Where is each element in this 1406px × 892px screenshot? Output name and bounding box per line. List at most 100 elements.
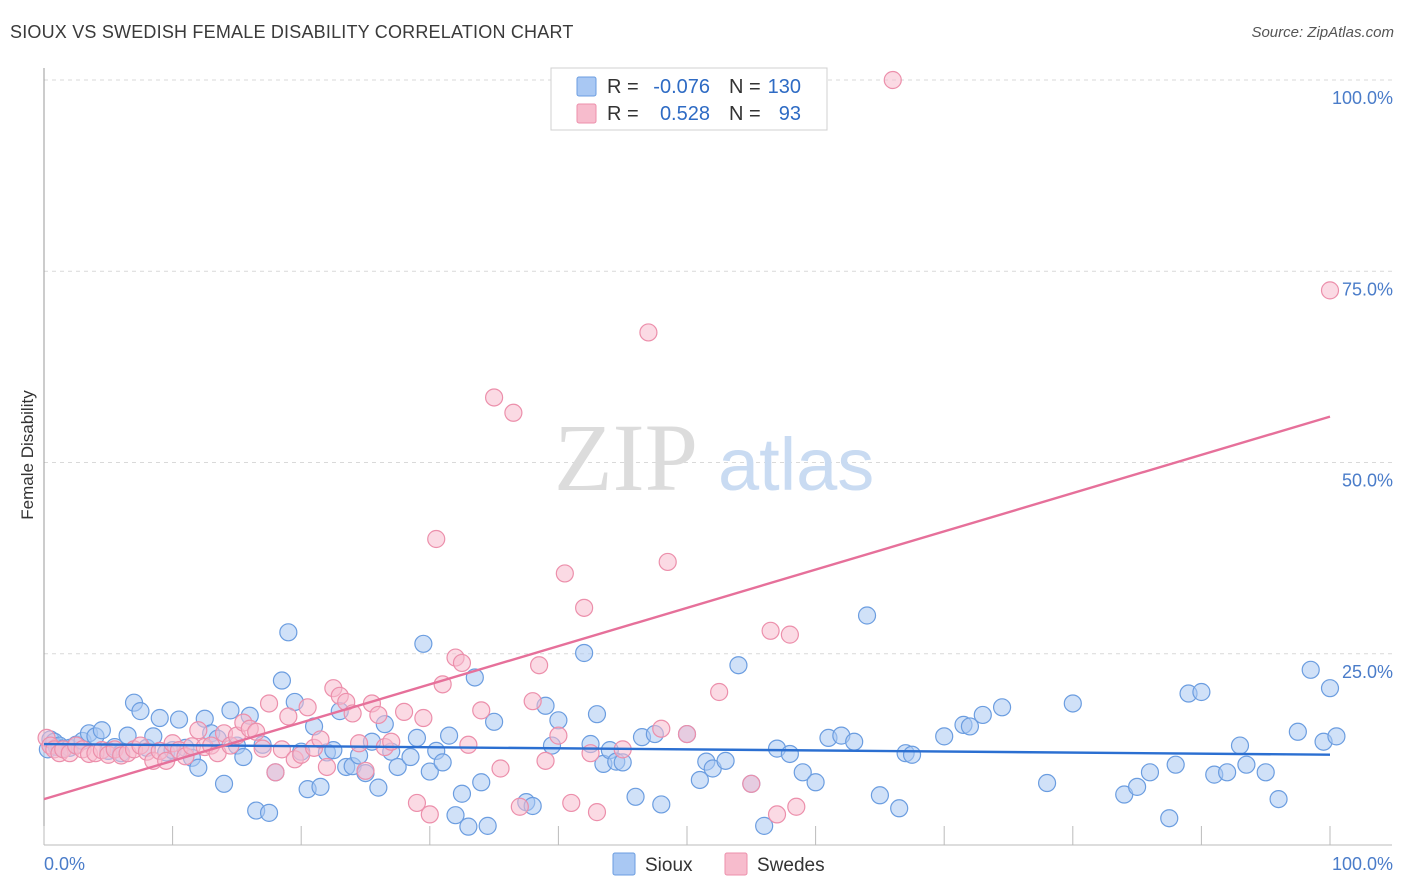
sioux-point: [626, 787, 645, 806]
swedes-point: [536, 751, 555, 770]
chart-title: SIOUX VS SWEDISH FEMALE DISABILITY CORRE…: [10, 22, 574, 42]
swedes-point: [485, 388, 504, 407]
swedes-point: [317, 757, 337, 777]
y-tick-label: 50.0%: [1342, 471, 1393, 491]
sioux-point: [478, 816, 497, 835]
bottom-legend: Sioux Swedes: [612, 852, 825, 876]
sioux-point: [420, 762, 439, 781]
sioux-point: [150, 708, 169, 728]
swedes-point: [349, 734, 369, 753]
sioux-point: [439, 726, 459, 745]
sioux-point: [870, 786, 890, 805]
legend-r-label-swedes: R =: [607, 103, 639, 125]
sioux-point: [587, 705, 607, 724]
swedes-point: [581, 744, 600, 763]
sioux-point: [414, 634, 433, 653]
y-tick-labels: 25.0% 50.0% 75.0% 100.0%: [1332, 88, 1393, 682]
sioux-point: [845, 732, 864, 751]
sioux-point: [992, 698, 1012, 717]
legend-r-value-swedes: 0.528: [660, 103, 710, 125]
swedes-point: [530, 656, 549, 675]
sioux-point: [433, 753, 452, 772]
swedes-point: [575, 598, 594, 617]
legend-swatch-sioux: [576, 76, 597, 97]
swedes-point: [311, 730, 330, 749]
sioux-point: [259, 803, 279, 822]
sioux-point: [1269, 789, 1288, 809]
swedes-point: [259, 694, 279, 713]
legend-n-value-swedes: 93: [779, 103, 801, 125]
bottom-legend-label-sioux: Sioux: [645, 855, 693, 876]
swedes-point: [298, 698, 317, 717]
swedes-point: [369, 705, 388, 725]
sioux-point: [1320, 679, 1340, 698]
sioux-point: [652, 795, 671, 814]
sioux-point: [169, 710, 189, 729]
sioux-point: [272, 671, 292, 690]
sioux-point: [221, 701, 240, 720]
sioux-point: [279, 623, 298, 642]
swedes-point: [407, 793, 427, 813]
x-tick-label-min: 0.0%: [44, 854, 85, 874]
swedes-point: [652, 719, 671, 738]
swedes-point: [555, 564, 574, 583]
sioux-point: [780, 744, 799, 764]
sioux-point: [793, 763, 812, 782]
sioux-point: [902, 745, 922, 764]
sioux-point: [369, 778, 388, 797]
bottom-legend-swatch-swedes: [724, 852, 748, 876]
swedes-point: [658, 552, 677, 572]
swedes-point: [504, 403, 523, 422]
sioux-point: [549, 711, 568, 730]
sioux-point: [485, 712, 504, 731]
sioux-point: [472, 773, 491, 792]
swedes-point: [787, 797, 806, 816]
swedes-point: [761, 621, 780, 640]
swedes-point: [549, 726, 568, 745]
swedes-point: [523, 692, 542, 711]
sioux-point: [1127, 777, 1147, 796]
sioux-point: [388, 757, 407, 777]
legend-r-label-sioux: R =: [607, 76, 639, 98]
sioux-point: [1288, 722, 1307, 741]
sioux-point: [575, 643, 594, 663]
sioux-point: [1192, 682, 1211, 702]
watermark-zip: ZIP: [554, 404, 698, 511]
swedes-point: [279, 707, 298, 726]
swedes-point: [452, 653, 472, 673]
sioux-point: [459, 817, 478, 836]
sioux-point: [973, 705, 992, 725]
x-tick-marks: [43, 826, 1331, 845]
swedes-point: [414, 708, 433, 728]
sioux-point: [234, 747, 253, 767]
swedes-point: [189, 721, 208, 740]
swedes-point: [266, 763, 285, 782]
x-tick-label-max: 100.0%: [1332, 854, 1393, 874]
watermark: ZIP atlas: [554, 404, 874, 511]
swedes-point: [780, 625, 799, 644]
grid-lines: [44, 79, 1392, 655]
legend-n-label-swedes: N =: [729, 103, 761, 125]
swedes-point: [677, 724, 697, 744]
legend-n-value-sioux: 130: [768, 76, 801, 98]
y-tick-label: 100.0%: [1332, 88, 1393, 108]
swedes-point: [639, 323, 658, 342]
legend-box: [550, 67, 828, 131]
sioux-point: [716, 751, 735, 770]
swedes-point: [394, 702, 414, 721]
sioux-point: [806, 773, 825, 792]
sioux-point: [1218, 763, 1237, 782]
swedes-points: [37, 70, 1340, 824]
sioux-point: [1256, 763, 1275, 782]
legend-r-value-sioux: -0.076: [653, 76, 710, 98]
y-tick-label: 25.0%: [1342, 662, 1393, 682]
watermark-atlas: atlas: [718, 423, 874, 506]
swedes-point: [710, 682, 729, 702]
sioux-point: [1160, 809, 1179, 828]
swedes-point: [253, 739, 272, 758]
bottom-legend-label-swedes: Swedes: [757, 855, 825, 876]
sioux-point: [729, 656, 748, 675]
bottom-legend-swatch-sioux: [612, 852, 636, 876]
sioux-point: [214, 774, 234, 793]
swedes-point: [459, 735, 478, 754]
